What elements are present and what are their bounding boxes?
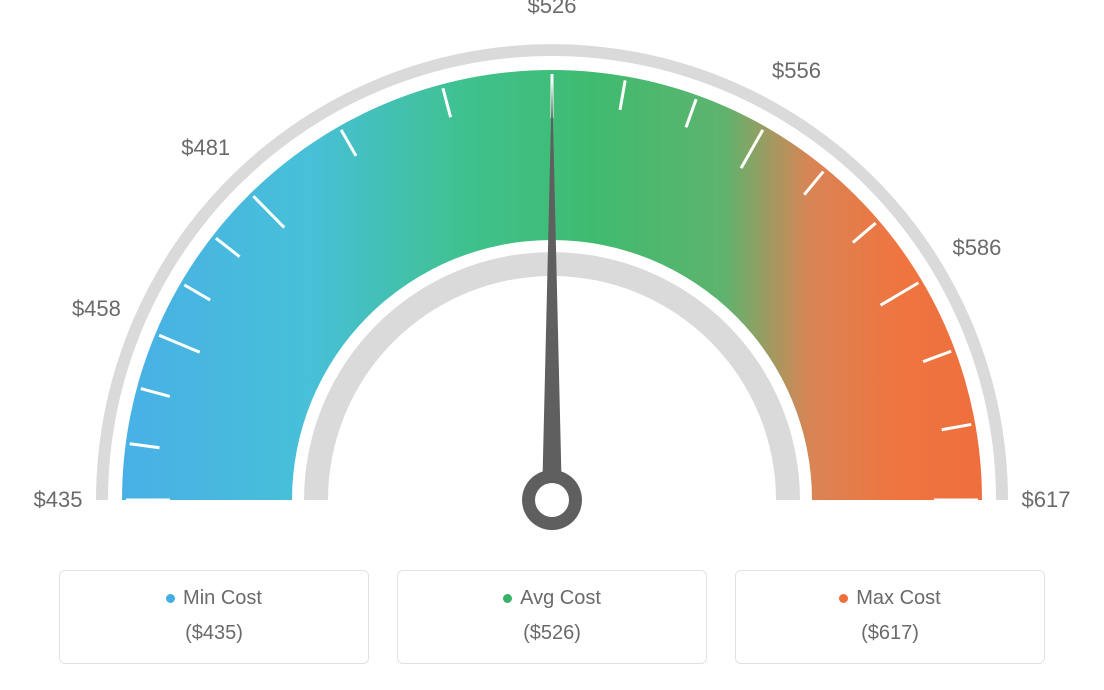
legend-label-max: Max Cost <box>856 587 940 610</box>
gauge-chart: $435 $458 $481 $526 $556 $586 $617 <box>0 0 1104 560</box>
legend-dot-avg <box>503 594 512 603</box>
gauge-tick-label: $435 <box>34 487 83 513</box>
gauge-tick-label: $556 <box>772 58 821 84</box>
legend-title-max: Max Cost <box>839 587 940 610</box>
gauge-tick-label: $481 <box>181 135 230 161</box>
gauge-tick-label: $617 <box>1022 487 1071 513</box>
legend-title-min: Min Cost <box>166 587 262 610</box>
legend-row: Min Cost ($435) Avg Cost ($526) Max Cost… <box>0 570 1104 664</box>
legend-value-max: ($617) <box>746 622 1034 645</box>
gauge-svg <box>0 0 1104 560</box>
legend-dot-max <box>839 594 848 603</box>
gauge-tick-label: $586 <box>952 235 1001 261</box>
legend-dot-min <box>166 594 175 603</box>
legend-value-avg: ($526) <box>408 622 696 645</box>
gauge-tick-label: $526 <box>528 0 577 19</box>
legend-label-min: Min Cost <box>183 587 262 610</box>
gauge-tick-label: $458 <box>72 296 121 322</box>
legend-label-avg: Avg Cost <box>520 587 601 610</box>
legend-card-avg: Avg Cost ($526) <box>397 570 707 664</box>
legend-value-min: ($435) <box>70 622 358 645</box>
legend-card-min: Min Cost ($435) <box>59 570 369 664</box>
legend-card-max: Max Cost ($617) <box>735 570 1045 664</box>
legend-title-avg: Avg Cost <box>503 587 601 610</box>
